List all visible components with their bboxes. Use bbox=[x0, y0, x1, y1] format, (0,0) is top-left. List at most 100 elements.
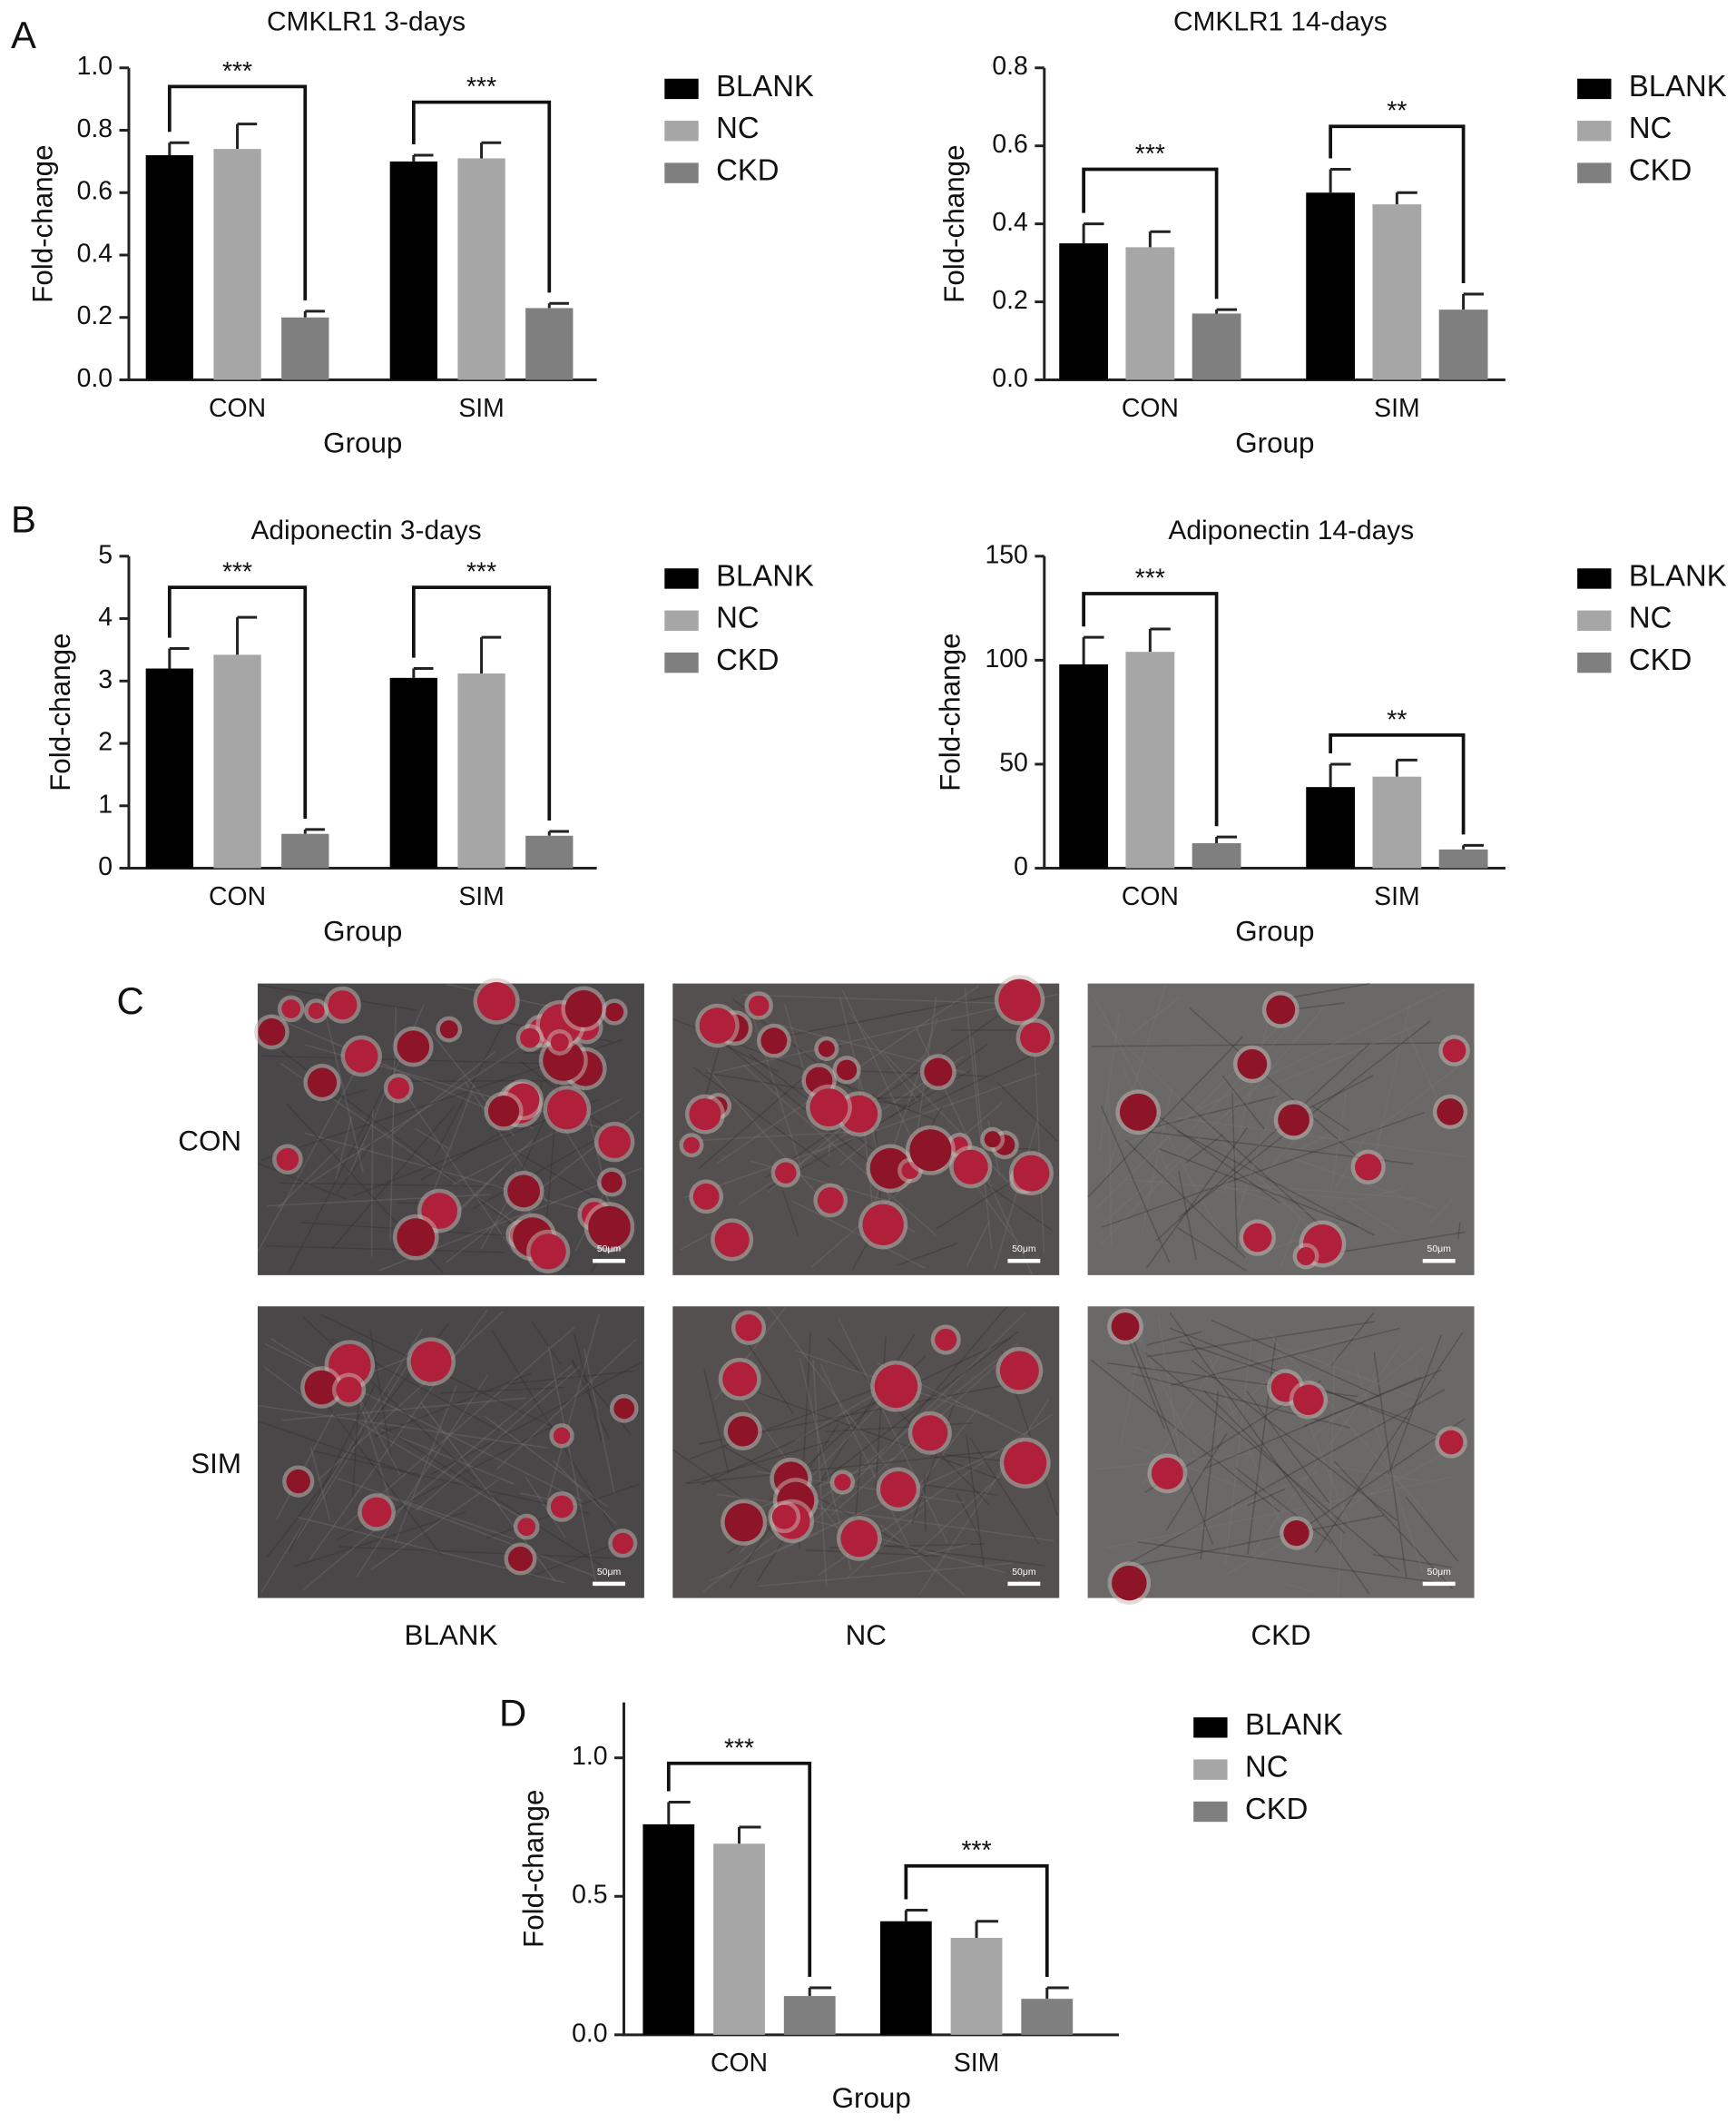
cell-texture bbox=[1204, 1376, 1422, 1469]
y-tick-label: 0.0 bbox=[992, 364, 1027, 393]
cell-texture bbox=[848, 1012, 919, 1102]
cell-texture bbox=[1227, 1442, 1464, 1574]
cell-texture bbox=[1231, 1335, 1357, 1369]
cell-texture bbox=[742, 994, 1042, 1006]
bar bbox=[1125, 652, 1175, 869]
scale-bar bbox=[1007, 1258, 1041, 1263]
y-tick-label: 0 bbox=[98, 852, 113, 881]
x-axis-label: Group bbox=[1235, 428, 1314, 459]
bar bbox=[1372, 204, 1422, 380]
lipid-droplet bbox=[1119, 1093, 1157, 1131]
cell-texture bbox=[1151, 1471, 1318, 1548]
legend-swatch bbox=[1577, 121, 1612, 142]
cell-texture bbox=[398, 1083, 515, 1254]
lipid-droplet bbox=[598, 1125, 631, 1158]
cell-texture bbox=[352, 1418, 521, 1518]
cell-texture bbox=[722, 1445, 927, 1558]
legend-label: BLANK bbox=[1629, 69, 1727, 103]
panel-label: C bbox=[117, 979, 144, 1022]
cell-texture bbox=[1405, 1496, 1459, 1562]
cell-texture bbox=[841, 989, 917, 1150]
cell-texture bbox=[414, 1127, 450, 1150]
lipid-droplet bbox=[258, 1018, 286, 1046]
cell-texture bbox=[1200, 1391, 1220, 1560]
y-axis-label: Fold-change bbox=[518, 1790, 550, 1948]
cell-texture bbox=[1289, 982, 1370, 999]
lipid-droplet bbox=[880, 1470, 917, 1508]
cell-texture bbox=[716, 1493, 1054, 1542]
error-bar bbox=[904, 1909, 928, 1922]
cell-texture bbox=[317, 1391, 442, 1556]
cell-texture bbox=[1270, 1331, 1358, 1541]
bar bbox=[145, 668, 193, 869]
y-tick-label: 50 bbox=[999, 748, 1028, 777]
cell-texture bbox=[689, 1389, 873, 1460]
error-bar bbox=[1148, 627, 1171, 653]
cell-texture bbox=[1180, 1097, 1325, 1230]
cell-texture bbox=[1189, 1007, 1377, 1174]
cell-texture bbox=[258, 1420, 425, 1479]
lipid-droplet bbox=[874, 1364, 918, 1409]
cell-texture bbox=[1090, 1359, 1281, 1514]
error-bar bbox=[1462, 292, 1485, 310]
cell-texture bbox=[546, 1313, 600, 1501]
micrograph: 50μm bbox=[254, 978, 644, 1275]
cell-texture bbox=[531, 1321, 562, 1365]
cell-texture bbox=[1279, 1217, 1301, 1269]
cell-texture bbox=[936, 1178, 1017, 1230]
y-tick-label: 0.4 bbox=[992, 208, 1027, 237]
significance-bracket bbox=[1329, 124, 1466, 284]
error-bar bbox=[1045, 1986, 1069, 2000]
cell-texture bbox=[571, 1359, 610, 1440]
cell-texture bbox=[371, 1479, 499, 1570]
cell-texture bbox=[865, 1542, 1045, 1567]
cell-texture bbox=[847, 1508, 926, 1578]
cell-texture bbox=[741, 1386, 1001, 1480]
x-tick-label: SIM bbox=[458, 882, 504, 911]
cell-texture bbox=[702, 1342, 1019, 1593]
lipid-droplet bbox=[1266, 995, 1296, 1025]
cell-texture bbox=[337, 1478, 515, 1540]
cell-texture bbox=[758, 1562, 1014, 1587]
cell-texture bbox=[1191, 1359, 1398, 1521]
x-axis-label: Group bbox=[323, 916, 402, 948]
y-tick-label: 2 bbox=[98, 728, 113, 757]
cell-texture bbox=[1246, 1391, 1330, 1504]
cell-texture bbox=[838, 1318, 948, 1544]
y-tick-label: 0.8 bbox=[77, 114, 113, 143]
error-bar bbox=[236, 123, 258, 150]
cell-texture bbox=[1158, 1317, 1183, 1470]
cell-texture bbox=[318, 1311, 505, 1480]
lipid-droplet bbox=[553, 1427, 571, 1445]
cell-texture bbox=[547, 1346, 598, 1587]
lipid-droplet bbox=[550, 1495, 574, 1519]
scale-bar-label: 50μm bbox=[1012, 1244, 1036, 1254]
cell-texture bbox=[415, 1366, 580, 1512]
cell-texture bbox=[293, 1511, 466, 1568]
legend-label: CKD bbox=[716, 153, 779, 187]
y-tick-label: 3 bbox=[98, 665, 113, 694]
scale-bar-label: 50μm bbox=[1427, 1244, 1452, 1254]
micrograph-bg bbox=[1087, 1306, 1475, 1598]
lipid-droplet bbox=[714, 1222, 750, 1257]
error-bar bbox=[480, 141, 502, 159]
y-tick-label: 100 bbox=[986, 644, 1028, 673]
legend-label: CKD bbox=[1629, 643, 1692, 676]
error-bar bbox=[1395, 191, 1417, 205]
cell-texture bbox=[1141, 1088, 1172, 1233]
error-bar bbox=[303, 828, 325, 834]
cell-texture bbox=[766, 1526, 777, 1537]
error-bar bbox=[1148, 230, 1171, 248]
legend-label: BLANK bbox=[1245, 1707, 1343, 1741]
bar bbox=[281, 317, 329, 380]
lipid-droplet bbox=[1442, 1038, 1466, 1063]
cell-texture bbox=[1131, 997, 1181, 1035]
lipid-droplet bbox=[601, 1171, 623, 1194]
cell-texture bbox=[1337, 1484, 1346, 1595]
cell-texture bbox=[1312, 1106, 1350, 1132]
cell-texture bbox=[677, 1131, 858, 1143]
cell-texture bbox=[1174, 1116, 1469, 1158]
cell-texture bbox=[305, 1132, 615, 1220]
lipid-droplet bbox=[817, 1187, 844, 1214]
error-bar bbox=[412, 153, 434, 162]
